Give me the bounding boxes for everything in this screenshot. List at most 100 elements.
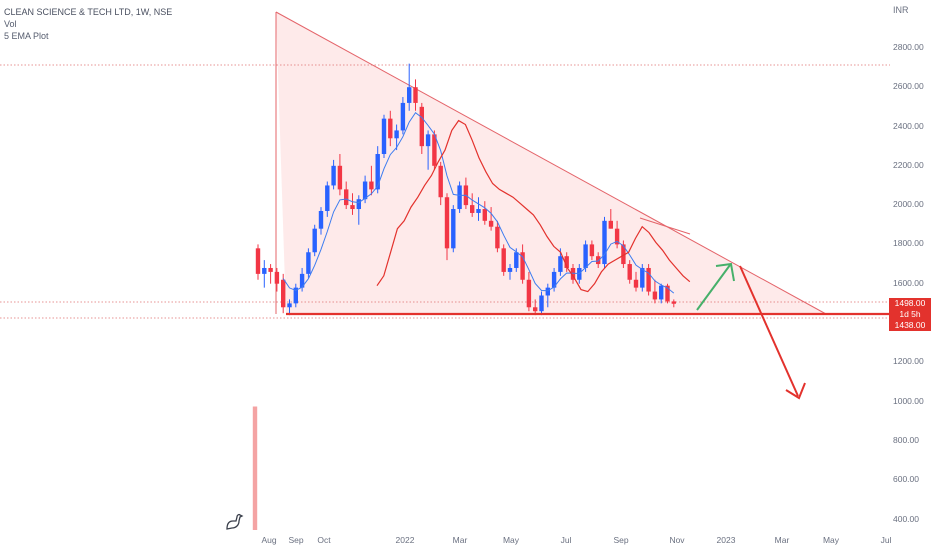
- price-tick-label: 2000.00: [893, 199, 924, 210]
- symbol-title[interactable]: CLEAN SCIENCE & TECH LTD, 1W, NSE: [4, 7, 173, 17]
- time-tick-label: Sep: [288, 535, 304, 545]
- candle-body: [507, 267, 513, 272]
- time-tick-label: Jul: [560, 535, 572, 545]
- candle-body: [589, 244, 595, 257]
- candle-body: [438, 165, 443, 198]
- candle-body: [596, 256, 601, 265]
- currency-label: INR: [893, 5, 909, 15]
- time-tick-label: Sep: [613, 535, 629, 545]
- candle-body: [526, 279, 532, 308]
- candle-body: [488, 220, 494, 227]
- candle-body: [255, 248, 261, 274]
- candle-body: [344, 189, 349, 206]
- candle-body: [583, 244, 588, 268]
- support-price-tag: 1438.00: [889, 320, 931, 331]
- candle-body: [407, 87, 412, 103]
- candle-body: [520, 252, 525, 280]
- candle-body: [482, 209, 487, 221]
- candle-body: [558, 256, 563, 272]
- candle-body: [451, 209, 456, 249]
- last-price-tag: 1498.00: [889, 298, 931, 309]
- resistance-line: [275, 11, 827, 315]
- candle-body: [671, 301, 676, 304]
- candle-body: [312, 228, 317, 253]
- candle-body: [646, 267, 651, 292]
- candle-body: [331, 165, 336, 186]
- ema-fast-line: [282, 111, 675, 294]
- candle-body: [551, 271, 557, 288]
- candle-body: [514, 252, 519, 268]
- candle-body: [444, 197, 450, 249]
- candle-body: [476, 209, 481, 213]
- breakdown-arrow-down: [739, 265, 799, 397]
- candle-body: [614, 228, 620, 245]
- candle-body: [432, 134, 437, 166]
- candle-body: [539, 295, 544, 312]
- time-tick-label: Jul: [880, 535, 892, 545]
- candle-body: [262, 267, 267, 274]
- time-tick-label: Oct: [317, 535, 331, 545]
- price-tick-label: 1800.00: [893, 238, 924, 249]
- candle-body: [394, 130, 399, 139]
- candle-body: [388, 118, 393, 139]
- candle-body: [413, 87, 418, 103]
- candle-body: [325, 185, 330, 211]
- time-tick-label: Nov: [669, 535, 685, 545]
- arrow-up-head: [715, 262, 735, 282]
- arrow-down-head: [785, 382, 806, 400]
- candle-body: [570, 267, 576, 280]
- ema-slow-line: [376, 119, 691, 293]
- tradingview-logo-icon: [226, 513, 244, 530]
- candle-body: [400, 102, 406, 131]
- candle-body: [306, 252, 311, 274]
- price-tick-label: 2400.00: [893, 120, 924, 131]
- chart-legend: CLEAN SCIENCE & TECH LTD, 1W, NSE Vol 5 …: [4, 6, 172, 42]
- candle-body: [665, 285, 670, 302]
- candle-body: [652, 291, 658, 300]
- time-tick-label: May: [822, 535, 840, 545]
- candle-body: [501, 248, 506, 272]
- candle-body: [564, 256, 569, 268]
- breakout-arrow-up: [696, 264, 731, 311]
- countdown-tag: 1d 5h: [889, 309, 931, 320]
- time-tick-label: Mar: [774, 535, 790, 545]
- candle-body: [375, 154, 380, 190]
- time-tick-label: Aug: [261, 535, 277, 545]
- candle-body: [633, 279, 639, 288]
- candle-body: [608, 220, 613, 229]
- candle-body: [457, 185, 462, 210]
- candle-body: [533, 307, 538, 312]
- price-tick-label: 1000.00: [893, 395, 924, 406]
- candle-body: [299, 273, 305, 288]
- time-tick-label: 2023: [716, 535, 736, 545]
- candle-body: [659, 285, 664, 300]
- volume-bar: [252, 406, 258, 530]
- candle-body: [369, 181, 374, 190]
- candle-body: [602, 220, 607, 265]
- price-tick-label: 2600.00: [893, 81, 924, 92]
- ema-indicator-label[interactable]: 5 EMA Plot: [4, 31, 49, 41]
- candle-body: [268, 267, 273, 272]
- price-tick-label: 800.00: [893, 434, 919, 445]
- candle-body: [274, 271, 280, 284]
- price-tick-label: 400.00: [893, 513, 919, 524]
- price-tick-label: 600.00: [893, 474, 919, 485]
- price-tick-label: 1200.00: [893, 356, 924, 367]
- time-tick-label: May: [502, 535, 520, 545]
- time-tick-label: 2022: [395, 535, 415, 545]
- candle-body: [287, 303, 292, 308]
- price-tick-label: 2200.00: [893, 159, 924, 170]
- candle-body: [362, 181, 368, 200]
- candle-body: [350, 205, 355, 210]
- candle-body: [419, 106, 424, 147]
- candle-body: [337, 165, 343, 190]
- candle-body: [640, 267, 645, 288]
- price-tick-label: 1600.00: [893, 277, 924, 288]
- candle-body: [318, 210, 324, 229]
- volume-indicator-label[interactable]: Vol: [4, 19, 17, 29]
- candle-body: [627, 264, 632, 280]
- candle-body: [356, 199, 361, 210]
- time-tick-label: Mar: [452, 535, 468, 545]
- candle-body: [281, 279, 286, 308]
